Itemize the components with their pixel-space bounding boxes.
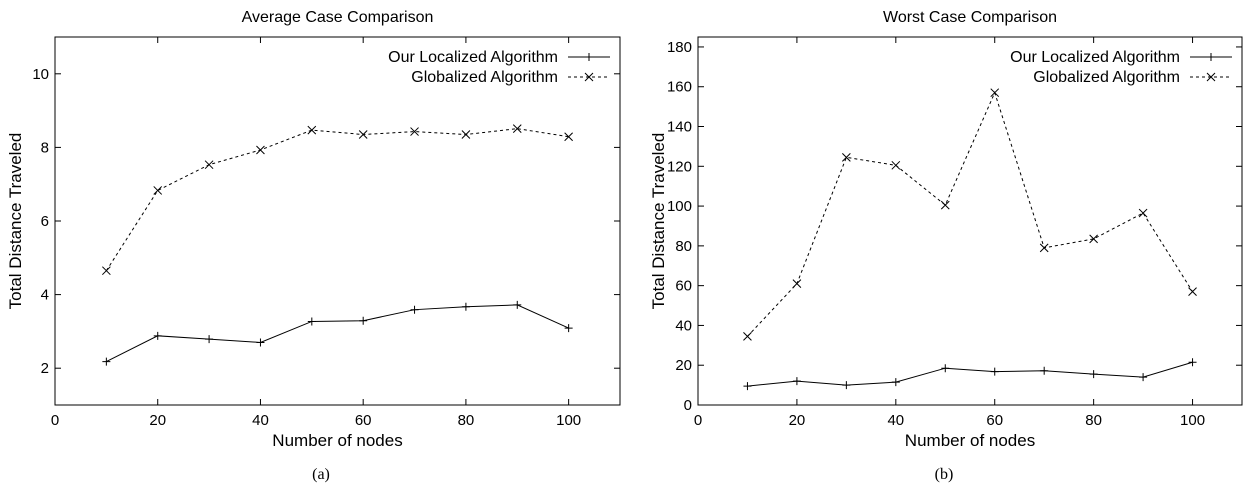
data-point-globalized bbox=[1089, 234, 1098, 244]
data-point-localized bbox=[1139, 373, 1148, 382]
data-point-localized bbox=[1188, 358, 1197, 367]
legend-marker-localized bbox=[1207, 53, 1215, 61]
data-point-localized bbox=[461, 302, 470, 311]
data-point-globalized bbox=[1138, 208, 1148, 218]
y-tick-label: 20 bbox=[675, 357, 692, 374]
y-tick-label: 6 bbox=[41, 213, 49, 230]
data-point-globalized bbox=[792, 279, 802, 289]
legend-label-localized: Our Localized Algorithm bbox=[1010, 49, 1180, 66]
chart-title: Worst Case Comparison bbox=[883, 9, 1057, 26]
series-line-localized bbox=[106, 304, 569, 363]
y-axis-label: Total Distance Traveled bbox=[6, 133, 25, 310]
y-tick-label: 4 bbox=[41, 287, 49, 304]
x-tick-label: 20 bbox=[789, 412, 806, 429]
data-point-globalized bbox=[512, 124, 522, 133]
y-tick-label: 0 bbox=[684, 397, 692, 414]
data-point-localized bbox=[941, 364, 950, 373]
legend-marker-globalized bbox=[584, 72, 594, 82]
y-tick-label: 180 bbox=[667, 39, 692, 56]
chart-panel-b: Worst Case Comparison Total Distance Tra… bbox=[649, 9, 1243, 483]
x-axis-label: Number of nodes bbox=[272, 431, 402, 450]
legend-label-localized: Our Localized Algorithm bbox=[388, 49, 558, 66]
y-tick-label: 100 bbox=[667, 198, 692, 215]
y-tick-label: 120 bbox=[667, 158, 692, 175]
data-point-globalized bbox=[842, 152, 851, 162]
data-point-globalized bbox=[410, 127, 419, 136]
data-point-localized bbox=[256, 338, 265, 347]
x-tick-label: 80 bbox=[1085, 412, 1102, 429]
data-point-globalized bbox=[204, 160, 214, 170]
x-tick-label: 0 bbox=[51, 412, 59, 429]
data-point-globalized bbox=[990, 88, 1000, 98]
series-line-localized bbox=[747, 361, 1193, 387]
x-tick-label: 0 bbox=[694, 412, 702, 429]
data-point-localized bbox=[410, 305, 419, 314]
plot-frame bbox=[54, 36, 621, 406]
y-tick-label: 80 bbox=[675, 238, 692, 255]
data-point-globalized bbox=[743, 332, 752, 341]
data-point-localized bbox=[359, 316, 368, 325]
data-point-localized bbox=[990, 367, 999, 376]
y-tick-label: 8 bbox=[41, 139, 49, 156]
x-tick-label: 20 bbox=[149, 412, 166, 429]
data-point-localized bbox=[1040, 366, 1049, 375]
plot-frame bbox=[697, 36, 1243, 406]
data-point-localized bbox=[205, 335, 214, 344]
x-tick-label: 40 bbox=[252, 412, 269, 429]
data-point-globalized bbox=[153, 186, 163, 195]
y-tick-label: 40 bbox=[675, 317, 692, 334]
chart-panel-a: Average Case Comparison Total Distance T… bbox=[6, 9, 621, 483]
legend-label-globalized: Globalized Algorithm bbox=[411, 69, 558, 86]
panel-caption: (b) bbox=[935, 466, 954, 483]
chart-title: Average Case Comparison bbox=[242, 9, 434, 26]
data-point-localized bbox=[842, 381, 851, 390]
y-tick-label: 140 bbox=[667, 119, 692, 136]
legend-marker-globalized bbox=[1206, 72, 1216, 82]
data-point-globalized bbox=[1039, 243, 1049, 253]
data-point-localized bbox=[564, 324, 573, 333]
legend-marker-localized bbox=[585, 53, 593, 61]
panel-caption: (a) bbox=[312, 466, 330, 483]
legend-label-globalized: Globalized Algorithm bbox=[1033, 69, 1180, 86]
x-tick-label: 60 bbox=[355, 412, 372, 429]
y-tick-label: 60 bbox=[675, 278, 692, 295]
x-tick-label: 80 bbox=[458, 412, 475, 429]
data-point-localized bbox=[307, 317, 316, 326]
x-tick-label: 100 bbox=[1180, 412, 1205, 429]
series-line-globalized bbox=[747, 91, 1193, 337]
data-point-localized bbox=[743, 382, 752, 391]
data-point-localized bbox=[513, 300, 522, 309]
series-line-globalized bbox=[105, 128, 569, 271]
data-point-globalized bbox=[891, 160, 901, 170]
x-axis-label: Number of nodes bbox=[905, 431, 1035, 450]
data-point-globalized bbox=[358, 130, 368, 139]
data-point-globalized bbox=[1188, 287, 1197, 296]
data-point-globalized bbox=[102, 266, 111, 276]
data-point-localized bbox=[792, 377, 801, 386]
y-tick-label: 10 bbox=[32, 66, 49, 83]
x-tick-label: 60 bbox=[986, 412, 1003, 429]
x-tick-label: 100 bbox=[556, 412, 581, 429]
data-point-localized bbox=[102, 357, 111, 366]
y-tick-label: 160 bbox=[667, 79, 692, 96]
data-point-globalized bbox=[256, 145, 265, 155]
data-point-globalized bbox=[307, 125, 317, 135]
data-point-globalized bbox=[461, 130, 471, 139]
data-point-globalized bbox=[564, 132, 573, 142]
data-point-localized bbox=[891, 378, 900, 387]
data-point-globalized bbox=[940, 200, 950, 210]
data-point-localized bbox=[1089, 370, 1098, 379]
x-tick-label: 40 bbox=[887, 412, 904, 429]
data-point-localized bbox=[153, 331, 162, 340]
y-tick-label: 2 bbox=[41, 360, 49, 377]
y-axis-label: Total Distance Traveled bbox=[649, 133, 668, 310]
